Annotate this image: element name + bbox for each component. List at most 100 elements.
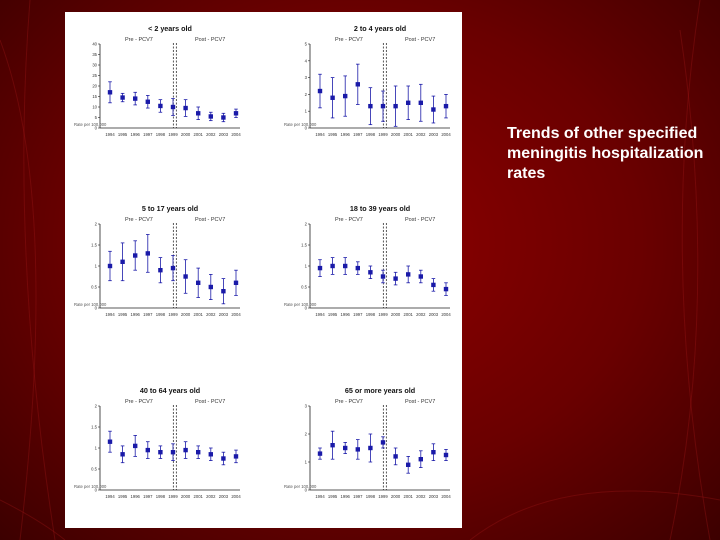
x-tick-label: 1999 bbox=[378, 494, 388, 499]
y-tick-label: 2 bbox=[95, 404, 98, 409]
x-tick-label: 1996 bbox=[341, 132, 351, 137]
y-tick-label: 20 bbox=[92, 84, 97, 89]
y-tick-label: 1 bbox=[305, 264, 308, 269]
y-tick-label: 0.5 bbox=[91, 467, 97, 472]
y-tick-label: 1.5 bbox=[91, 243, 97, 248]
y-axis-label: Rate per 100,000 bbox=[284, 302, 317, 307]
data-point bbox=[221, 289, 226, 294]
x-tick-label: 1999 bbox=[168, 312, 178, 317]
data-point bbox=[393, 103, 398, 109]
x-tick-label: 2001 bbox=[404, 312, 414, 317]
y-tick-label: 5 bbox=[95, 115, 98, 120]
data-point bbox=[317, 265, 323, 271]
x-tick-label: 1997 bbox=[353, 312, 363, 317]
data-point bbox=[208, 452, 213, 457]
x-tick-label: 2001 bbox=[404, 132, 414, 137]
x-tick-label: 1995 bbox=[328, 494, 338, 499]
y-axis-label: Rate per 100,000 bbox=[74, 122, 107, 127]
chart-panel-5: 40 to 64 years old Pre - PCV7 Post - PCV7 0… bbox=[74, 386, 241, 499]
post-period-label: Post - PCV7 bbox=[405, 399, 435, 405]
x-tick-label: 2001 bbox=[194, 494, 204, 499]
x-tick-label: 1995 bbox=[118, 494, 128, 499]
x-tick-label: 2004 bbox=[441, 312, 451, 317]
x-tick-label: 1996 bbox=[341, 312, 351, 317]
y-tick-label: 1.5 bbox=[301, 243, 307, 248]
slide-caption: Trends of other specified meningitis hos… bbox=[507, 125, 704, 182]
data-point bbox=[343, 263, 348, 269]
pre-period-label: Pre - PCV7 bbox=[125, 37, 153, 43]
x-tick-label: 1999 bbox=[168, 494, 178, 499]
chart-title: 2 to 4 years old bbox=[354, 24, 406, 33]
y-tick-label: 2 bbox=[305, 432, 308, 437]
y-tick-label: 30 bbox=[92, 63, 97, 68]
data-point bbox=[418, 457, 423, 462]
x-tick-label: 1994 bbox=[105, 132, 115, 137]
data-point bbox=[196, 450, 201, 455]
y-axis-label: Rate per 100,000 bbox=[284, 484, 317, 489]
x-tick-label: 2004 bbox=[441, 494, 451, 499]
data-point bbox=[330, 95, 335, 100]
x-tick-label: 2002 bbox=[416, 132, 426, 137]
data-point bbox=[380, 274, 386, 279]
chart-panel-6: 65 or more years old Pre - PCV7 Post - PCV… bbox=[284, 386, 451, 499]
data-point bbox=[183, 447, 188, 453]
pre-period-label: Pre - PCV7 bbox=[125, 217, 153, 223]
y-tick-label: 0 bbox=[95, 126, 98, 131]
chart-panel-1: < 2 years old Pre - PCV7 Post - PCV7 0 5 10 15… bbox=[74, 24, 241, 137]
data-point bbox=[418, 100, 423, 105]
x-tick-label: 1996 bbox=[131, 494, 141, 499]
y-tick-label: 40 bbox=[92, 42, 97, 47]
x-tick-label: 1997 bbox=[143, 132, 153, 137]
chart-panel-2: 2 to 4 years old Pre - PCV7 Post - PCV7 0 1 2… bbox=[284, 24, 451, 137]
data-point bbox=[368, 103, 373, 109]
data-point bbox=[443, 103, 449, 109]
x-tick-label: 2004 bbox=[231, 132, 241, 137]
x-tick-label: 1994 bbox=[315, 132, 325, 137]
x-tick-label: 2003 bbox=[219, 312, 229, 317]
x-tick-label: 2002 bbox=[416, 494, 426, 499]
y-tick-label: 25 bbox=[92, 73, 97, 78]
data-point bbox=[196, 280, 201, 285]
x-tick-label: 1998 bbox=[156, 132, 166, 137]
data-point bbox=[343, 93, 348, 99]
y-tick-label: 0.5 bbox=[301, 285, 307, 290]
x-tick-label: 1998 bbox=[366, 312, 376, 317]
x-tick-label: 2000 bbox=[181, 494, 191, 499]
y-tick-label: 35 bbox=[92, 52, 97, 57]
data-point bbox=[406, 100, 411, 105]
data-point bbox=[145, 447, 150, 453]
data-point bbox=[183, 274, 188, 279]
data-point bbox=[443, 286, 449, 292]
data-point bbox=[443, 452, 449, 458]
x-tick-label: 1996 bbox=[341, 494, 351, 499]
x-tick-label: 2004 bbox=[231, 312, 241, 317]
x-tick-label: 2002 bbox=[206, 494, 216, 499]
data-point bbox=[221, 456, 226, 461]
x-tick-label: 1997 bbox=[353, 494, 363, 499]
data-point bbox=[380, 440, 386, 445]
x-tick-label: 1997 bbox=[143, 312, 153, 317]
chart-title: < 2 years old bbox=[148, 24, 192, 33]
data-point bbox=[355, 265, 360, 271]
y-axis-label: Rate per 100,000 bbox=[284, 122, 317, 127]
x-tick-label: 2003 bbox=[219, 132, 229, 137]
data-point bbox=[170, 104, 176, 110]
data-point bbox=[120, 452, 125, 457]
pre-period-label: Pre - PCV7 bbox=[125, 399, 153, 405]
y-tick-label: 1.5 bbox=[91, 425, 97, 430]
data-point bbox=[431, 450, 436, 455]
data-point bbox=[133, 443, 138, 449]
x-tick-label: 1995 bbox=[328, 132, 338, 137]
x-tick-label: 1994 bbox=[105, 494, 115, 499]
chart-panel-4: 18 to 39 years old Pre - PCV7 Post - PCV7 0… bbox=[284, 204, 451, 317]
x-tick-label: 2003 bbox=[219, 494, 229, 499]
y-tick-label: 10 bbox=[92, 105, 97, 110]
x-tick-label: 2000 bbox=[391, 494, 401, 499]
chart-title: 65 or more years old bbox=[345, 386, 415, 395]
data-point bbox=[330, 443, 335, 448]
data-point bbox=[431, 282, 436, 288]
figure-panel: < 2 years old Pre - PCV7 Post - PCV7 0 5 10 15… bbox=[65, 12, 462, 528]
x-tick-label: 2002 bbox=[206, 312, 216, 317]
y-tick-label: 0 bbox=[305, 306, 308, 311]
data-point bbox=[355, 82, 360, 87]
